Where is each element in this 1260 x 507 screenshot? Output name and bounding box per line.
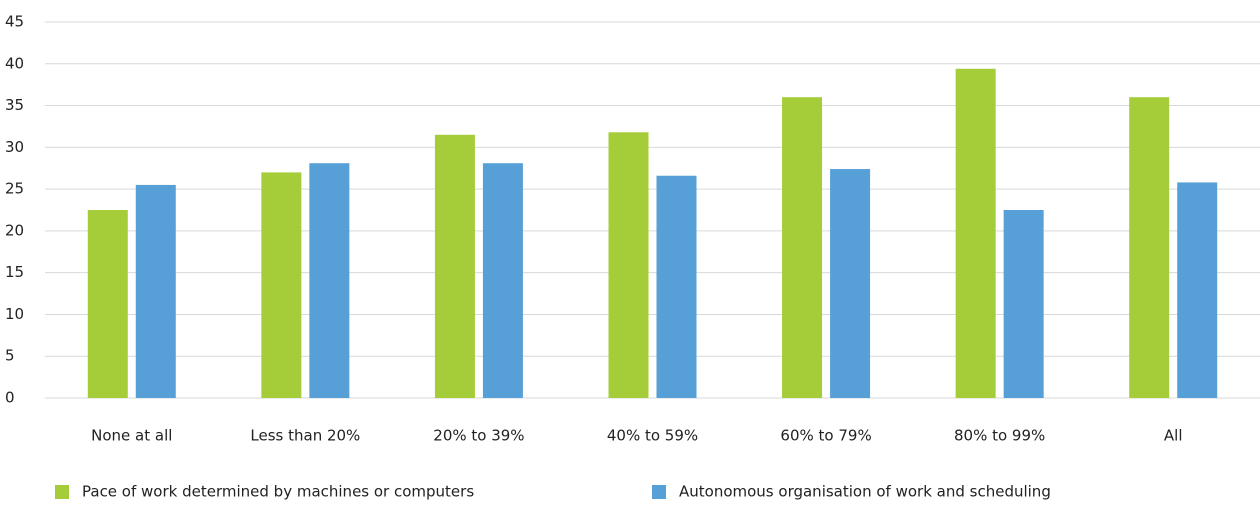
bar — [782, 97, 823, 398]
y-tick-label: 40 — [5, 54, 24, 72]
bar — [955, 68, 996, 399]
x-tick-label: 80% to 99% — [954, 427, 1045, 445]
y-tick-label: 5 — [5, 347, 15, 365]
bar — [830, 169, 871, 398]
bar — [261, 172, 302, 398]
y-tick-label: 45 — [5, 13, 24, 31]
bar — [135, 184, 176, 398]
x-tick-label: All — [1164, 427, 1183, 445]
y-tick-label: 15 — [5, 263, 24, 281]
legend-label: Autonomous organisation of work and sche… — [679, 483, 1051, 501]
bar — [608, 132, 649, 398]
x-tick-label: 40% to 59% — [607, 427, 698, 445]
y-tick-label: 25 — [5, 180, 24, 198]
bar — [1003, 210, 1044, 398]
bar — [482, 163, 523, 398]
bar — [1129, 97, 1170, 398]
y-tick-label: 20 — [5, 221, 24, 239]
bar — [309, 163, 350, 398]
legend-swatch — [55, 485, 69, 499]
bar — [1177, 182, 1218, 398]
x-tick-label: Less than 20% — [250, 427, 360, 445]
x-tick-label: 60% to 79% — [780, 427, 871, 445]
x-tick-label: None at all — [91, 427, 172, 445]
legend-swatch — [652, 485, 666, 499]
x-tick-label: 20% to 39% — [433, 427, 524, 445]
bar — [434, 134, 475, 399]
y-tick-label: 30 — [5, 138, 24, 156]
bar — [656, 175, 697, 398]
bar — [87, 210, 128, 398]
y-tick-label: 35 — [5, 96, 24, 114]
y-tick-label: 0 — [5, 389, 15, 407]
y-tick-label: 10 — [5, 305, 24, 323]
legend-label: Pace of work determined by machines or c… — [82, 483, 474, 501]
